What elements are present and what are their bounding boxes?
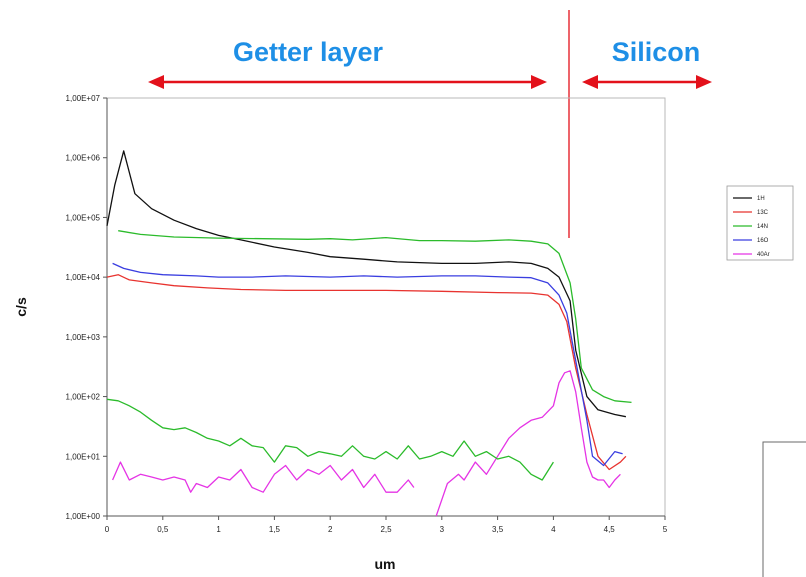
x-tick-label: 4 xyxy=(551,525,556,534)
legend-label: 16O xyxy=(757,238,769,244)
y-tick-label: 1,00E+02 xyxy=(66,393,101,402)
x-tick-label: 1,5 xyxy=(269,525,281,534)
y-tick-label: 1,00E+04 xyxy=(66,273,101,282)
y-tick-label: 1,00E+03 xyxy=(66,333,101,342)
x-tick-label: 4,5 xyxy=(604,525,616,534)
legend: 1H 13C 14N 16O 40Ar xyxy=(726,185,794,261)
x-tick-label: 3,5 xyxy=(492,525,504,534)
series-line-40ar xyxy=(435,370,621,517)
getter-layer-arrow xyxy=(148,75,547,89)
y-axis-title: c/s xyxy=(13,297,29,317)
x-tick-label: 2 xyxy=(328,525,333,534)
series-line-1h xyxy=(106,150,627,418)
x-axis-title: um xyxy=(375,556,396,572)
silicon-arrow xyxy=(582,75,712,89)
series-line-40ar xyxy=(112,461,415,493)
silicon-label: Silicon xyxy=(612,37,701,67)
x-tick-label: 2,5 xyxy=(380,525,392,534)
x-axis-ticks: 0 0,5 1 1,5 2 2,5 3 3,5 4 4,5 5 xyxy=(105,516,668,534)
legend-label: 40Ar xyxy=(757,252,770,258)
partial-box-bottom-right xyxy=(762,441,806,577)
x-tick-label: 1 xyxy=(216,525,221,534)
x-tick-label: 0 xyxy=(105,525,110,534)
series-line-16o xyxy=(112,262,623,467)
y-tick-label: 1,00E+07 xyxy=(66,94,101,103)
plot-frame xyxy=(106,97,666,517)
x-tick-label: 0,5 xyxy=(157,525,169,534)
legend-items: 1H 13C 14N 16O 40Ar xyxy=(733,196,770,258)
series-line-unlabeled-5 xyxy=(106,398,554,481)
series-line-14n xyxy=(118,230,632,404)
y-axis-ticks: 1,00E+00 1,00E+01 1,00E+02 1,00E+03 1,00E+04… xyxy=(66,94,107,521)
data-series xyxy=(106,150,632,517)
y-tick-label: 1,00E+06 xyxy=(66,154,101,163)
getter-layer-label: Getter layer xyxy=(233,37,384,67)
legend-label: 1H xyxy=(757,196,765,202)
legend-label: 13C xyxy=(757,210,769,216)
legend-label: 14N xyxy=(757,224,768,230)
series-line-13c xyxy=(106,274,627,471)
x-tick-label: 5 xyxy=(663,525,668,534)
x-tick-label: 3 xyxy=(440,525,445,534)
y-tick-label: 1,00E+05 xyxy=(66,213,101,222)
y-tick-label: 1,00E+01 xyxy=(66,452,101,461)
y-tick-label: 1,00E+00 xyxy=(66,512,101,521)
